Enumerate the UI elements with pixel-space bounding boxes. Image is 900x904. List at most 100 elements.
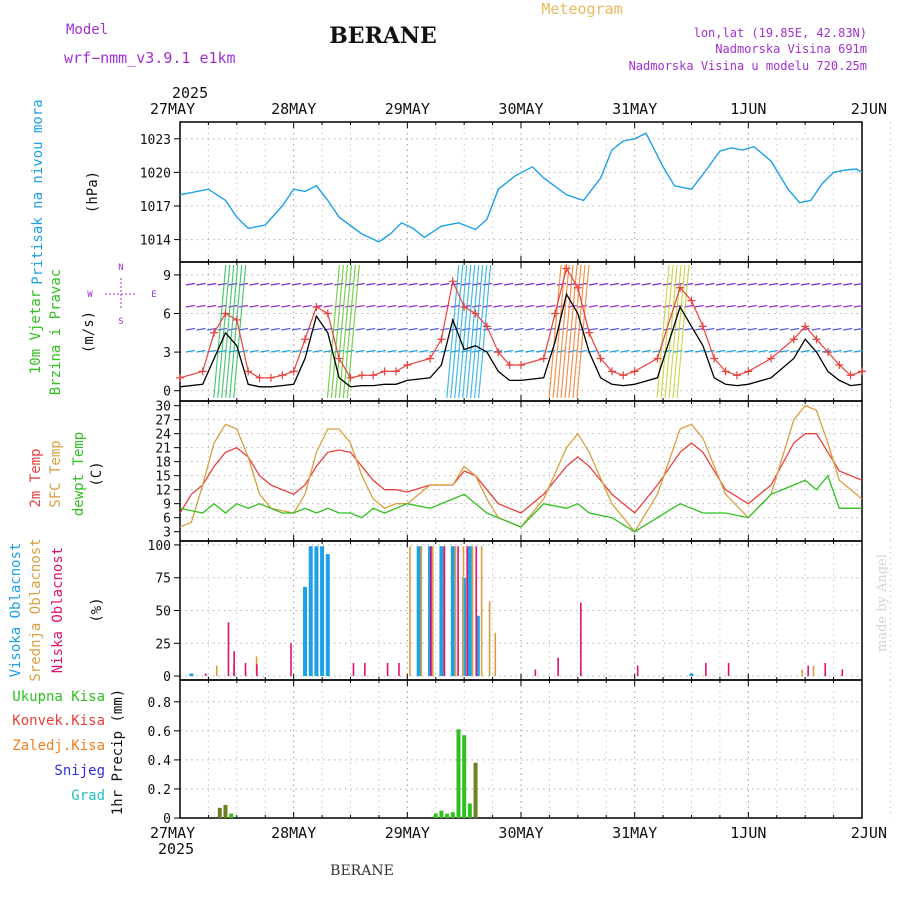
y-tick-label: 12 xyxy=(155,484,171,499)
wind-barb xyxy=(715,282,726,286)
wind-barb xyxy=(811,327,821,331)
gust-marker xyxy=(505,360,514,369)
low_cloud-bar xyxy=(227,622,230,677)
wind-barb xyxy=(397,304,408,308)
wind-barb xyxy=(281,327,291,331)
gust-marker xyxy=(630,367,639,376)
temp-unit: (C) xyxy=(89,461,105,486)
wind-barb xyxy=(747,327,757,331)
wind-barb xyxy=(387,327,397,331)
wind-barb xyxy=(779,304,789,308)
wind-shaft xyxy=(560,264,574,399)
low_cloud-bar xyxy=(824,662,827,677)
legend-item: Ukupna Kisa xyxy=(12,689,105,705)
y-tick-label: 1017 xyxy=(140,200,171,215)
gust-marker xyxy=(391,367,400,376)
wind-barb xyxy=(641,349,651,353)
y-tick-label: 50 xyxy=(155,605,171,620)
wind-barb xyxy=(726,304,736,308)
mid_cloud-bar xyxy=(488,601,491,677)
wind-barb xyxy=(525,304,535,308)
wind-barb xyxy=(684,282,694,286)
wind-barb xyxy=(737,349,747,353)
gust-marker xyxy=(710,354,719,363)
wind-barb xyxy=(397,349,408,353)
wind-barb xyxy=(790,282,800,286)
gust-marker xyxy=(232,315,241,324)
footer-station: BERANE xyxy=(330,863,394,879)
wind-barb xyxy=(429,282,439,286)
wind-barb xyxy=(747,349,757,353)
gust-marker xyxy=(744,367,753,376)
low_cloud-bar xyxy=(256,664,258,677)
wind-barb xyxy=(408,282,418,286)
wind-barb xyxy=(313,282,323,286)
wind-barb xyxy=(747,282,757,286)
y-tick-label: 0.2 xyxy=(148,783,171,798)
mid_cloud-bar xyxy=(409,546,411,677)
wind-barb xyxy=(323,282,333,286)
wind-barb xyxy=(408,349,418,353)
legend-item: Konvek.Kisa xyxy=(12,713,105,729)
wind-barb xyxy=(609,304,620,308)
gust-marker xyxy=(789,335,798,344)
wind-barb xyxy=(355,327,365,331)
legend-item: Grad xyxy=(71,788,105,804)
wind-barb xyxy=(535,349,545,353)
wind-barb xyxy=(811,282,821,286)
meteogram-subtitle: Meteogram xyxy=(541,0,622,18)
gust-marker xyxy=(323,309,332,318)
wind-barb xyxy=(821,282,832,286)
wind-barb xyxy=(599,282,609,286)
gust-marker xyxy=(732,371,741,380)
wind-shaft xyxy=(660,264,674,399)
x-date-label-bottom: 30MAY xyxy=(498,824,543,842)
high_cloud-bar xyxy=(416,546,421,677)
wind-barb xyxy=(302,304,312,308)
mid_cloud-bar xyxy=(431,546,434,677)
mid_cloud-bar xyxy=(462,546,465,677)
wind-barb xyxy=(397,282,408,286)
wind-barb xyxy=(419,327,429,331)
wind-barb xyxy=(482,282,492,286)
low_cloud-bar xyxy=(204,673,207,677)
compass-letter: N xyxy=(118,263,123,273)
wind-barb xyxy=(705,304,715,308)
wind-barb xyxy=(705,282,715,286)
y-tick-label: 0 xyxy=(163,385,171,400)
wind-barb xyxy=(620,327,630,331)
wind-barb xyxy=(609,327,620,331)
wind-barb xyxy=(843,327,853,331)
wind-barb xyxy=(800,304,810,308)
sfc_temp-line xyxy=(179,404,863,533)
precip-bar xyxy=(217,807,222,818)
wind-barb xyxy=(207,304,217,308)
high-cloud-axis-title: Visoka Oblacnost xyxy=(8,543,24,678)
high_cloud-bar xyxy=(308,546,313,677)
gust-marker xyxy=(198,367,207,376)
wind-shaft xyxy=(446,264,460,399)
y-tick-label: 27 xyxy=(155,414,171,429)
wind-barb xyxy=(588,327,598,331)
pressure-panel: 1014 1017 1020 1023 xyxy=(140,121,891,263)
wind-barb xyxy=(715,304,726,308)
wind-barb xyxy=(768,304,779,308)
wind-barb xyxy=(652,327,662,331)
wind-barb xyxy=(493,282,503,286)
high_cloud-bar xyxy=(475,615,480,677)
wind-barb xyxy=(440,282,450,286)
wind-barb xyxy=(620,304,630,308)
gust-marker xyxy=(380,367,389,376)
wind-barb xyxy=(631,327,641,331)
station-title: BERANE xyxy=(329,23,437,49)
gust-marker xyxy=(244,367,253,376)
low_cloud-bar xyxy=(386,662,389,677)
gust-marker xyxy=(767,354,776,363)
wind-barb xyxy=(249,304,259,308)
credit-text: made by Angel xyxy=(875,554,890,652)
wind-barb xyxy=(514,349,524,353)
low_cloud-bar xyxy=(475,546,478,677)
wind-barb xyxy=(493,304,503,308)
wind-barb xyxy=(207,327,217,331)
low_cloud-bar xyxy=(534,669,537,677)
